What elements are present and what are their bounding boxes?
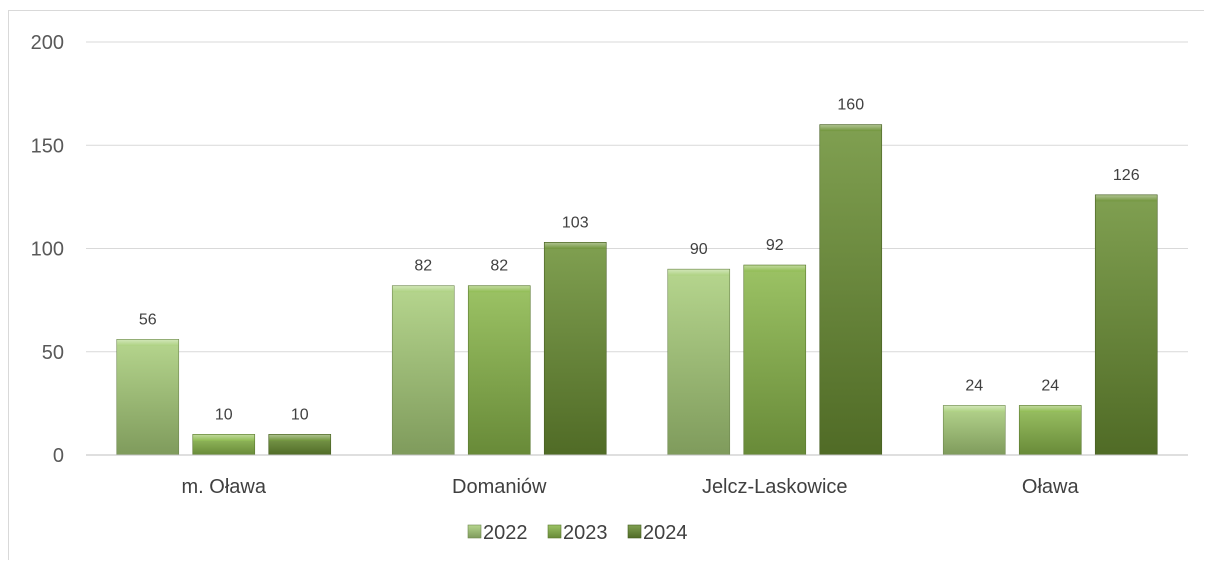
bar-2024 <box>1095 195 1157 455</box>
legend-label: 2022 <box>483 522 528 544</box>
x-axis: m. Oława Domaniów Jelcz-Laskowice Oława <box>86 455 1188 498</box>
bar-bevel <box>269 435 330 441</box>
legend: 2022 2023 2024 <box>468 522 688 544</box>
bar-2023 <box>744 265 806 455</box>
bar-bevel <box>393 286 454 292</box>
data-label: 160 <box>837 97 864 114</box>
bar-bevel <box>545 243 606 249</box>
bar-bevel <box>469 286 530 292</box>
legend-swatch <box>628 525 641 538</box>
bar-bevel <box>1020 406 1081 412</box>
bar-bevel <box>820 125 881 131</box>
y-tick-label: 150 <box>31 135 64 157</box>
x-tick-label: m. Oława <box>182 476 267 498</box>
bar-2022 <box>668 269 730 455</box>
y-tick-label: 200 <box>31 32 64 54</box>
bar-2023 <box>1019 405 1081 455</box>
data-label: 24 <box>965 377 983 394</box>
bar-bevel <box>668 270 729 276</box>
y-axis: 0 50 100 150 200 <box>31 32 64 467</box>
data-label: 90 <box>690 241 708 258</box>
x-tick-label: Domaniów <box>452 476 547 498</box>
y-tick-label: 0 <box>53 445 64 467</box>
legend-label: 2024 <box>643 522 688 544</box>
bars: 56 10 10 82 82 103 90 92 160 24 24 126 <box>117 97 1158 455</box>
legend-swatch <box>468 525 481 538</box>
data-label: 24 <box>1041 377 1059 394</box>
x-tick-label: Jelcz-Laskowice <box>702 476 848 498</box>
data-label: 10 <box>215 406 233 423</box>
y-tick-label: 100 <box>31 239 64 261</box>
data-label: 56 <box>139 311 157 328</box>
data-label: 92 <box>766 237 784 254</box>
bar-2024 <box>544 242 606 455</box>
bar-bevel <box>117 340 178 346</box>
bar-bevel <box>944 406 1005 412</box>
bar-2024 <box>820 125 882 455</box>
bar-bevel <box>1096 195 1157 201</box>
bar-2022 <box>392 286 454 455</box>
data-label: 82 <box>414 258 432 275</box>
data-label: 10 <box>291 406 309 423</box>
bar-bevel <box>193 435 254 441</box>
y-tick-label: 50 <box>42 342 64 364</box>
bar-2022 <box>117 339 179 455</box>
data-label: 103 <box>562 214 589 231</box>
data-label: 126 <box>1113 167 1140 184</box>
gridlines <box>86 42 1188 352</box>
x-tick-label: Oława <box>1022 476 1080 498</box>
data-label: 82 <box>490 258 508 275</box>
bar-2023 <box>468 286 530 455</box>
bar-2022 <box>943 405 1005 455</box>
bar-bevel <box>744 266 805 272</box>
legend-label: 2023 <box>563 522 608 544</box>
legend-swatch <box>548 525 561 538</box>
